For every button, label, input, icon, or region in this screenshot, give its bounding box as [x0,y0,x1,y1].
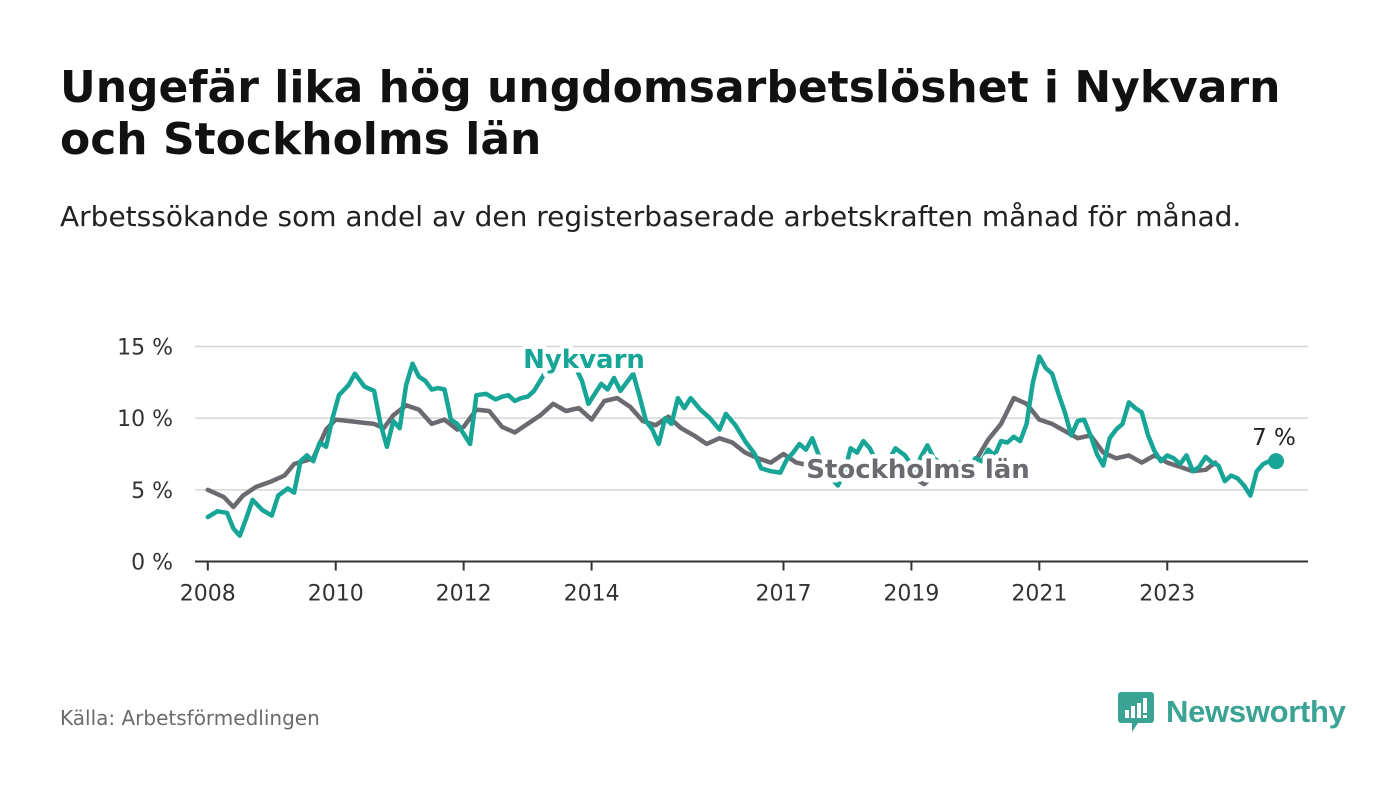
series-line-stockholms-lan [205,395,1218,510]
x-tick-label: 2019 [883,582,939,607]
y-axis-ticks: 0 % 5 % 10 % 15 % [117,336,173,576]
y-tick-label: 5 % [131,479,173,504]
x-tick-label: 2023 [1139,582,1195,607]
series-label-stockholms-lan: Stockholms län [806,455,1030,485]
end-point-marker [1268,453,1285,470]
brand-logo[interactable]: Newsworthy [1118,690,1346,734]
x-tick-label: 2021 [1011,582,1067,607]
series-line-nykvarn [205,352,1279,538]
source-note: Källa: Arbetsförmedlingen [60,706,320,730]
y-tick-label: 10 % [117,407,173,432]
newsworthy-logo-icon [1118,692,1154,732]
x-tick-label: 2008 [180,582,236,607]
brand-name: Newsworthy [1166,694,1346,729]
y-tick-label: 15 % [117,336,173,361]
end-value-label: 7 % [1252,425,1296,451]
x-tick-label: 2012 [436,582,492,607]
series-labels: 7 % Nykvarn Stockholms län [519,341,1296,490]
x-tick-label: 2010 [308,582,364,607]
x-tick-label: 2017 [755,582,811,607]
line-chart: 0 %5 %10 %15 % 2008 2010 2012 2014 2017 2019 2… [117,336,1308,607]
x-tick-label: 2014 [564,582,620,607]
series-label-nykvarn: Nykvarn [523,345,645,375]
series-lines [205,352,1285,538]
chart-subtitle: Arbetssökande som andel av den registerb… [60,200,1242,233]
x-axis-ticks: 2008 2010 2012 2014 2017 2019 2021 2023 [180,561,1195,607]
chart-title: Ungefär lika hög ungdomsarbetslöshet i N… [60,62,1281,165]
y-tick-label: 0 % [131,551,173,576]
